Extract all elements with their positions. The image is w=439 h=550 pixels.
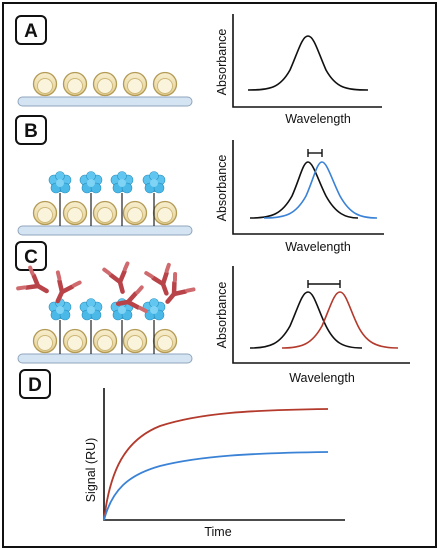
x-axis-label: Wavelength — [285, 240, 351, 254]
bead — [92, 328, 118, 354]
y-axis — [232, 266, 410, 364]
series-line-red — [103, 408, 329, 521]
panel-b-letter-box — [15, 115, 47, 145]
series-line-blue — [103, 451, 329, 521]
panel-d-chart: Signal (RU) Time — [84, 388, 345, 539]
panel-a-letter-box — [15, 15, 47, 45]
y-axis — [232, 14, 382, 108]
bead — [62, 71, 88, 97]
linkers — [59, 193, 155, 226]
y-axis-label: Absorbance — [215, 282, 229, 349]
panel-c-illustration — [17, 263, 193, 364]
bead — [152, 71, 178, 97]
y-axis — [232, 140, 384, 235]
peak-shift-bar — [307, 280, 341, 288]
bead — [92, 71, 118, 97]
panel-d-letter-box — [19, 369, 51, 399]
panel-c-chart: Absorbance Wavelength — [215, 266, 410, 385]
x-axis-label: Wavelength — [289, 371, 355, 385]
bead — [122, 71, 148, 97]
panel-d: D Signal (RU) Time — [19, 369, 345, 539]
panel-b-chart: Absorbance Wavelength — [215, 140, 384, 254]
substrate — [17, 225, 193, 236]
substrate — [17, 96, 193, 107]
panel-a-chart: Absorbance Wavelength — [215, 14, 382, 126]
series-line-black — [249, 161, 359, 219]
bead — [152, 200, 178, 226]
bead — [32, 71, 58, 97]
x-axis-label: Time — [204, 525, 231, 539]
linkers — [59, 320, 155, 354]
panel-c-letter: C — [24, 247, 38, 268]
y-axis-label: Signal (RU) — [84, 438, 98, 503]
panel-c: C — [15, 241, 410, 385]
series-line-black — [249, 291, 363, 349]
panel-d-letter: D — [28, 375, 42, 396]
substrate — [17, 353, 193, 364]
series-line-black — [247, 35, 369, 91]
panel-b: B Absorbance Wavelength — [15, 115, 384, 254]
series-line-red — [281, 291, 399, 349]
peak-shift-bar — [307, 149, 323, 157]
panel-b-letter: B — [24, 121, 38, 142]
bead — [152, 328, 178, 354]
bead — [122, 328, 148, 354]
panel-a-illustration — [17, 71, 193, 107]
panel-a-letter: A — [24, 21, 38, 42]
bead — [32, 200, 58, 226]
bead — [92, 200, 118, 226]
y-axis-label: Absorbance — [215, 155, 229, 222]
series-line-blue — [263, 161, 378, 219]
bead — [32, 328, 58, 354]
x-axis-label: Wavelength — [285, 112, 351, 126]
bead — [62, 200, 88, 226]
bead — [62, 328, 88, 354]
panel-b-illustration — [17, 171, 193, 236]
bead — [122, 200, 148, 226]
panel-a: A Absorbance Wavelength — [15, 14, 382, 126]
y-axis-label: Absorbance — [215, 29, 229, 96]
